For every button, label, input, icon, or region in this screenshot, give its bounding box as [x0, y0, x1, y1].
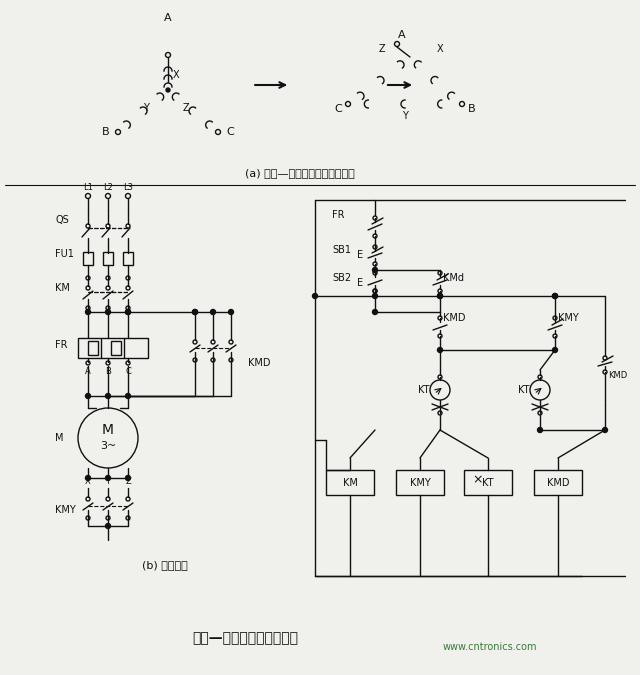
Text: KT: KT [418, 385, 429, 395]
Text: KMY: KMY [55, 505, 76, 515]
Text: C: C [125, 367, 131, 375]
Text: Y: Y [143, 103, 149, 113]
Circle shape [106, 310, 111, 315]
Text: E: E [357, 278, 363, 288]
Text: KT: KT [518, 385, 529, 395]
Circle shape [125, 310, 131, 315]
Circle shape [552, 348, 557, 352]
Text: Z: Z [379, 44, 385, 54]
Text: L2: L2 [103, 182, 113, 192]
Bar [103, 252, 113, 265]
Bar [123, 252, 133, 265]
Text: X: X [436, 44, 444, 54]
Text: KM: KM [55, 283, 70, 293]
Bar [78, 338, 148, 358]
Circle shape [372, 310, 378, 315]
Text: KMD: KMD [443, 313, 465, 323]
Text: FU1: FU1 [55, 249, 74, 259]
Text: A: A [85, 367, 91, 375]
Bar [464, 470, 512, 495]
Bar [83, 252, 93, 265]
Circle shape [602, 427, 607, 433]
Text: FR: FR [55, 340, 67, 350]
Text: SB2: SB2 [332, 273, 351, 283]
Circle shape [372, 267, 378, 273]
Circle shape [193, 310, 198, 315]
Text: Z: Z [182, 103, 189, 113]
Text: L1: L1 [83, 182, 93, 192]
Circle shape [193, 310, 198, 315]
Circle shape [228, 310, 234, 315]
Circle shape [538, 427, 543, 433]
Circle shape [166, 88, 170, 92]
Text: Y: Y [106, 477, 111, 487]
Bar [111, 341, 120, 355]
Text: X: X [173, 70, 179, 80]
Text: SB1: SB1 [332, 245, 351, 255]
Circle shape [372, 294, 378, 298]
Circle shape [552, 294, 557, 298]
Bar [326, 470, 374, 495]
Circle shape [125, 394, 131, 398]
Circle shape [106, 524, 111, 529]
Text: M: M [55, 433, 63, 443]
Text: Y: Y [402, 111, 408, 121]
Text: B: B [102, 127, 110, 137]
Bar [534, 470, 582, 495]
Bar [396, 470, 444, 495]
Text: KMD: KMD [248, 358, 271, 368]
Text: www.cntronics.com: www.cntronics.com [443, 642, 537, 652]
Text: KMd: KMd [443, 273, 464, 283]
Text: M: M [102, 423, 114, 437]
Circle shape [438, 294, 442, 298]
Circle shape [106, 394, 111, 398]
Text: A: A [398, 30, 406, 40]
Circle shape [438, 348, 442, 352]
Circle shape [552, 294, 557, 298]
Text: E: E [357, 250, 363, 260]
Text: Z: Z [125, 477, 131, 487]
Circle shape [312, 294, 317, 298]
Text: B: B [468, 104, 476, 114]
Circle shape [86, 475, 90, 481]
Text: KT: KT [483, 477, 493, 487]
Text: ×: × [473, 473, 483, 486]
Circle shape [106, 475, 111, 481]
Text: KM: KM [342, 477, 357, 487]
Bar [88, 341, 97, 355]
Circle shape [125, 310, 131, 315]
Text: KMY: KMY [558, 313, 579, 323]
Text: (a) 星形—三角形转换绕组连接图: (a) 星形—三角形转换绕组连接图 [245, 168, 355, 178]
Text: (b) 控制线路: (b) 控制线路 [142, 560, 188, 570]
Circle shape [125, 475, 131, 481]
Text: C: C [226, 127, 234, 137]
Text: B: B [105, 367, 111, 375]
Text: C: C [334, 104, 342, 114]
Circle shape [86, 394, 90, 398]
Text: KMY: KMY [410, 477, 430, 487]
Text: 星形—三角形启动控制线路: 星形—三角形启动控制线路 [192, 631, 298, 645]
Circle shape [86, 310, 90, 315]
Circle shape [438, 294, 442, 298]
Circle shape [211, 310, 216, 315]
Text: X: X [85, 477, 91, 487]
Text: FR: FR [332, 210, 344, 220]
Text: QS: QS [55, 215, 68, 225]
Text: KMD: KMD [547, 477, 569, 487]
Text: KMD: KMD [608, 371, 627, 379]
Text: A: A [164, 13, 172, 23]
Text: 3~: 3~ [100, 441, 116, 451]
Text: L3: L3 [123, 182, 133, 192]
